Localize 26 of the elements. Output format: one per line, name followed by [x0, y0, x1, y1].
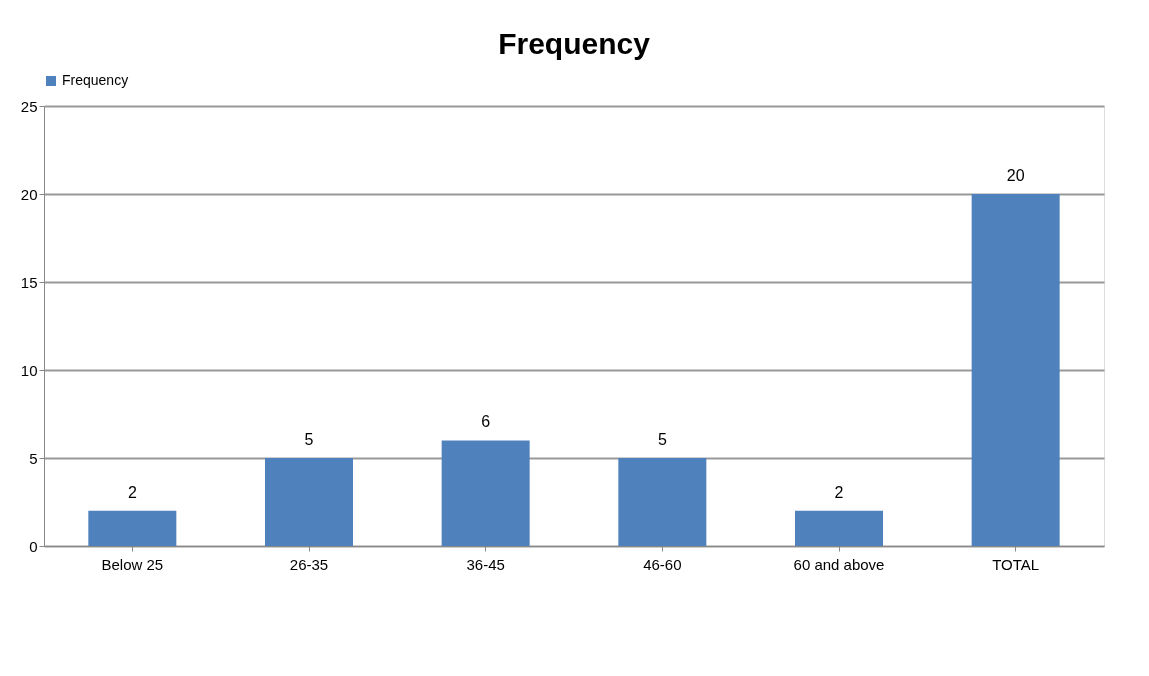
bar: [441, 440, 530, 546]
x-tick-label: 60 and above: [793, 555, 885, 573]
data-label: 5: [304, 431, 314, 448]
data-label: 2: [834, 483, 844, 501]
bar: [971, 194, 1060, 546]
bar: [618, 458, 707, 546]
bar: [265, 458, 353, 546]
y-tick-label: 15: [20, 273, 38, 291]
y-tick-label: 20: [20, 185, 38, 203]
x-tick-label: 36-45: [466, 555, 505, 573]
x-tick-label: 26-35: [289, 555, 329, 573]
x-tick-label: TOTAL: [992, 555, 1040, 573]
y-tick-label: 10: [20, 361, 38, 379]
y-tick-label: 5: [29, 449, 38, 467]
bar: [88, 510, 177, 546]
legend-label: Frequency: [62, 72, 129, 88]
y-tick-label: 0: [29, 537, 38, 555]
x-tick-label: Below 25: [101, 555, 164, 573]
x-tick-label: 46-60: [643, 555, 682, 573]
y-tick-label: 25: [20, 97, 38, 115]
data-label: 20: [1006, 167, 1025, 184]
data-label: 5: [657, 431, 667, 448]
data-label: 6: [481, 413, 491, 431]
chart-title: Frequency: [498, 27, 651, 60]
data-label: 2: [127, 483, 137, 501]
bar: [795, 510, 883, 546]
